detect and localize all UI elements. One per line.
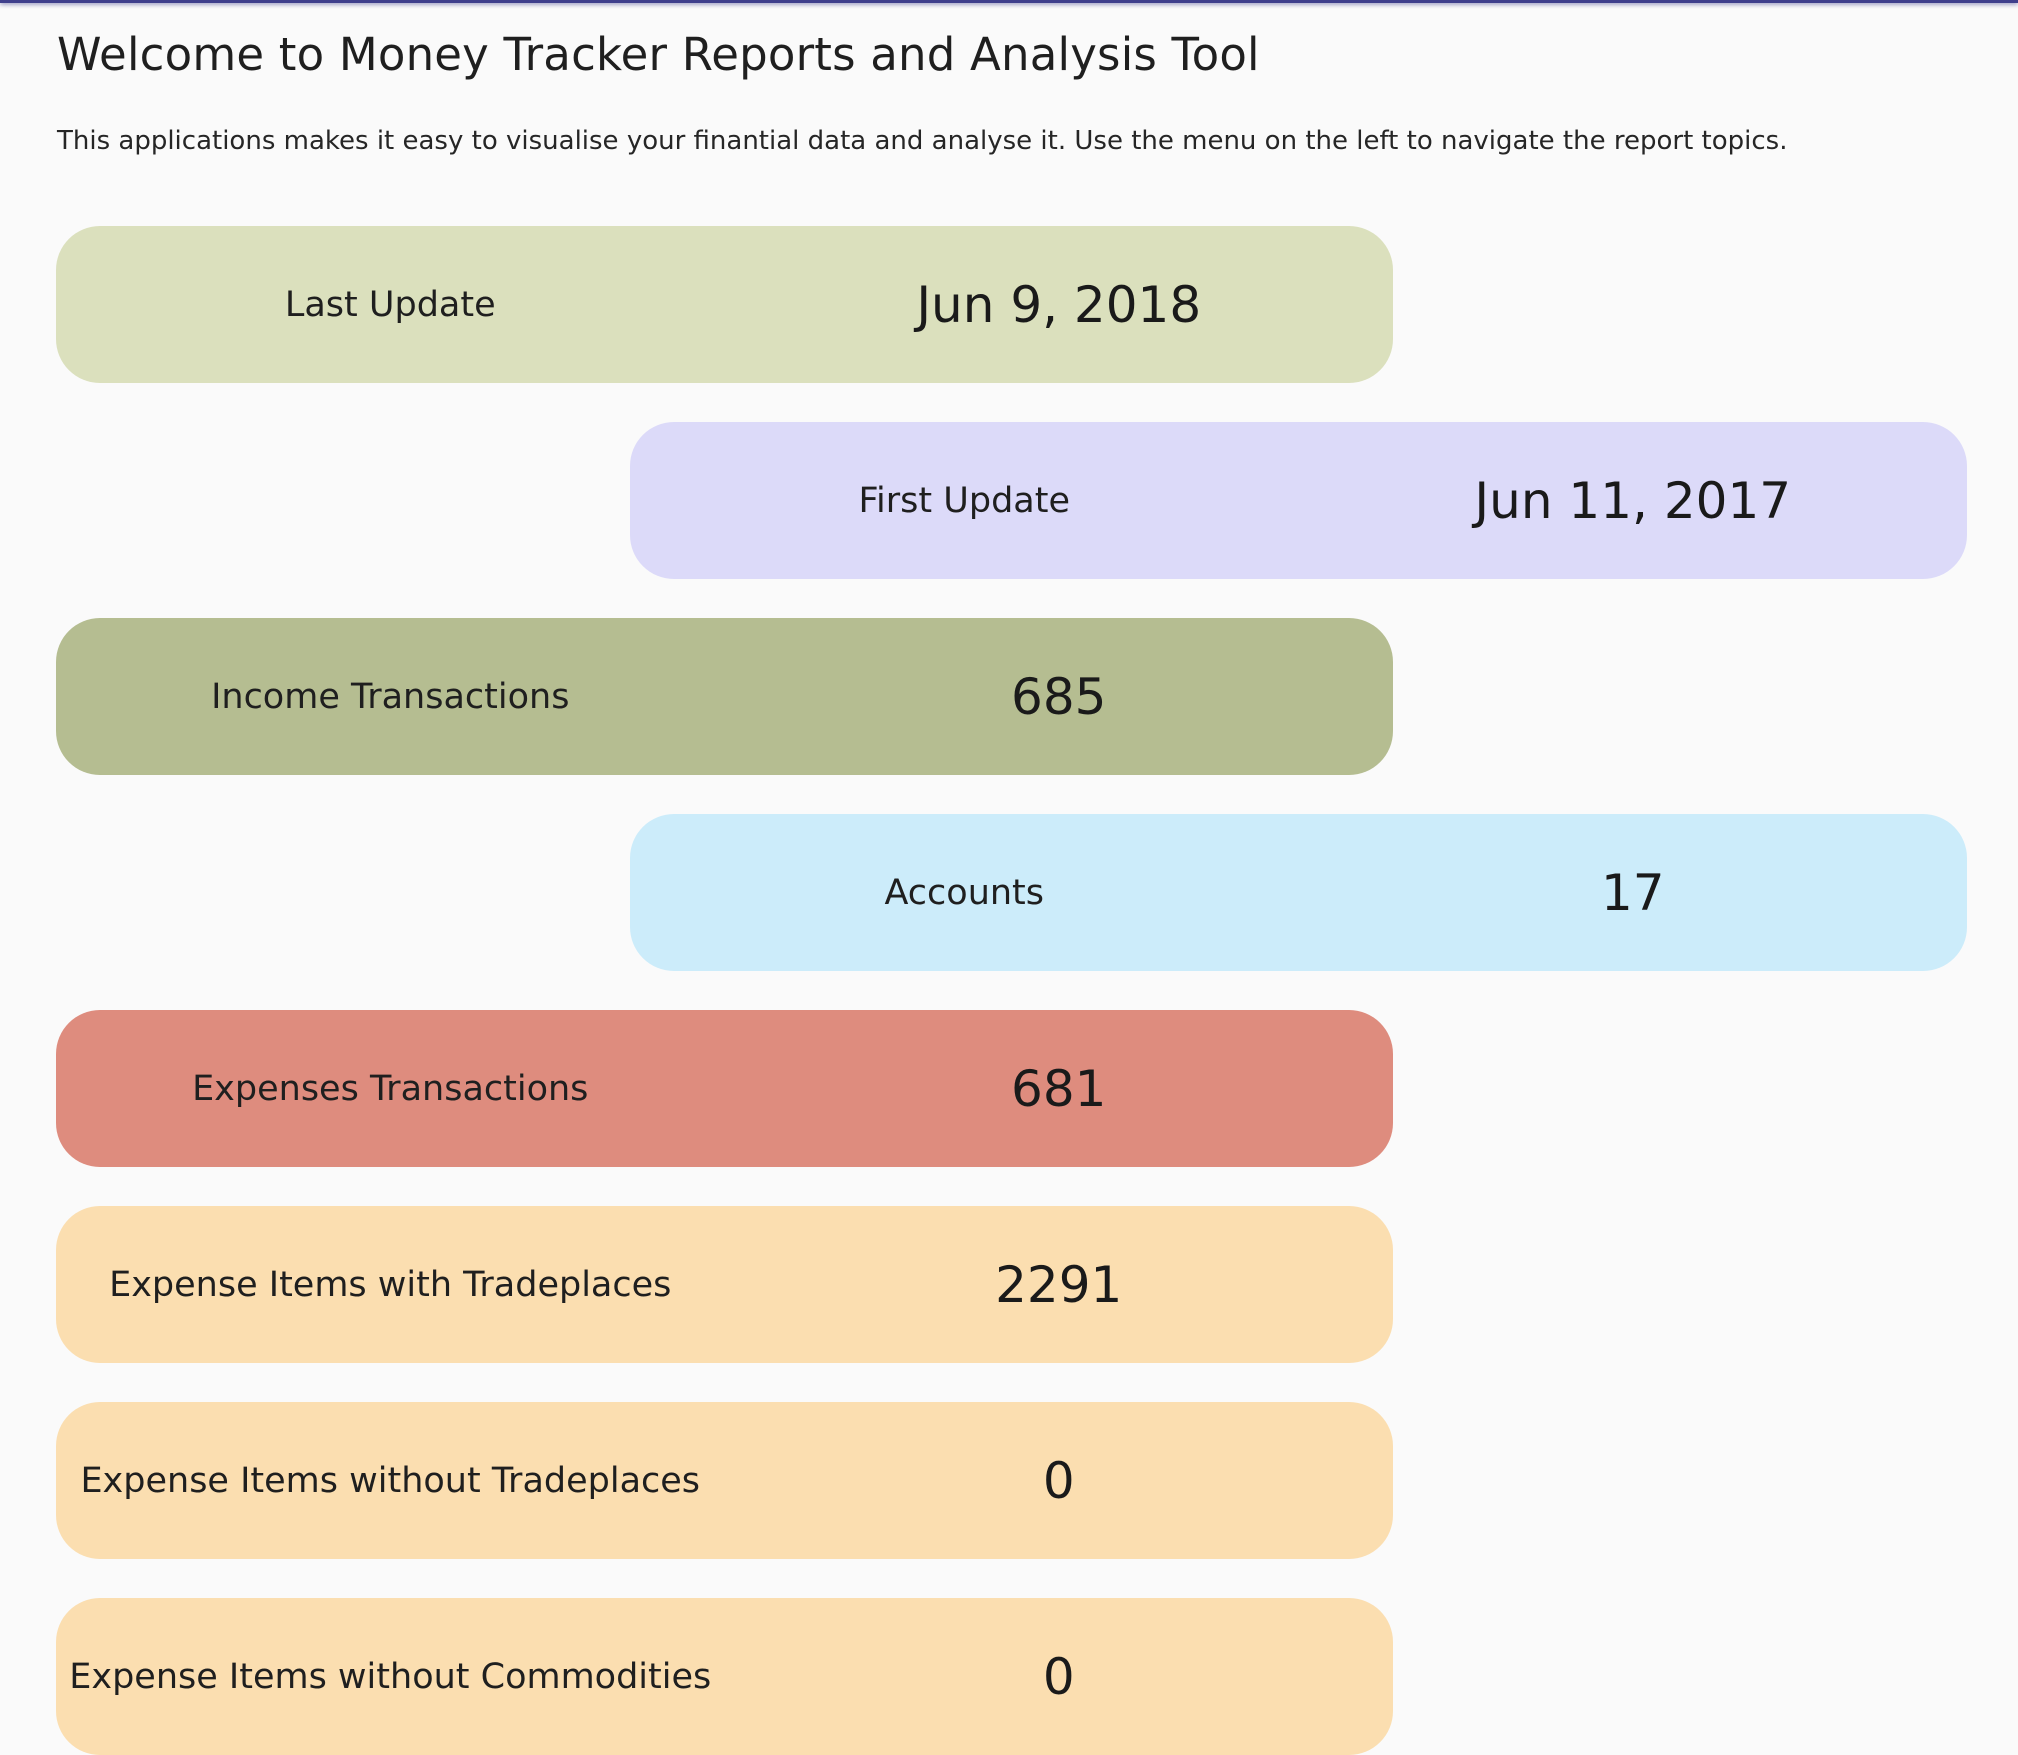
stat-card-first-update: First Update Jun 11, 2017: [630, 422, 1967, 579]
page-title: Welcome to Money Tracker Reports and Ana…: [57, 28, 1260, 81]
stat-value: 685: [1011, 667, 1107, 726]
stat-label: Expense Items without Commodities: [69, 1656, 712, 1697]
toolbar-shadow: [0, 0, 2018, 3]
stat-value: 2291: [995, 1255, 1123, 1314]
stat-label: Income Transactions: [211, 676, 570, 717]
stat-value: 0: [1042, 1647, 1075, 1706]
stat-label: Expense Items without Tradeplaces: [80, 1460, 701, 1501]
stat-value: Jun 11, 2017: [1474, 471, 1792, 530]
stat-card-expenses-transactions: Expenses Transactions 681: [56, 1010, 1393, 1167]
stat-card-expense-items-with-tradeplaces: Expense Items with Tradeplaces 2291: [56, 1206, 1393, 1363]
stat-label: First Update: [858, 480, 1071, 521]
stat-value: Jun 9, 2018: [916, 275, 1202, 334]
stat-label: Expense Items with Tradeplaces: [109, 1264, 672, 1305]
stat-card-accounts: Accounts 17: [630, 814, 1967, 971]
stat-card-last-update: Last Update Jun 9, 2018: [56, 226, 1393, 383]
stat-label: Accounts: [884, 872, 1045, 913]
stat-value: 17: [1600, 863, 1665, 922]
stat-label: Last Update: [284, 284, 496, 325]
stat-value: 681: [1011, 1059, 1107, 1118]
stat-label: Expenses Transactions: [192, 1068, 589, 1109]
stat-value: 0: [1042, 1451, 1075, 1510]
stat-card-expense-items-without-tradeplaces: Expense Items without Tradeplaces 0: [56, 1402, 1393, 1559]
stat-card-expense-items-without-commodities: Expense Items without Commodities 0: [56, 1598, 1393, 1755]
page-intro: This applications makes it easy to visua…: [57, 126, 1788, 156]
stat-card-income-transactions: Income Transactions 685: [56, 618, 1393, 775]
